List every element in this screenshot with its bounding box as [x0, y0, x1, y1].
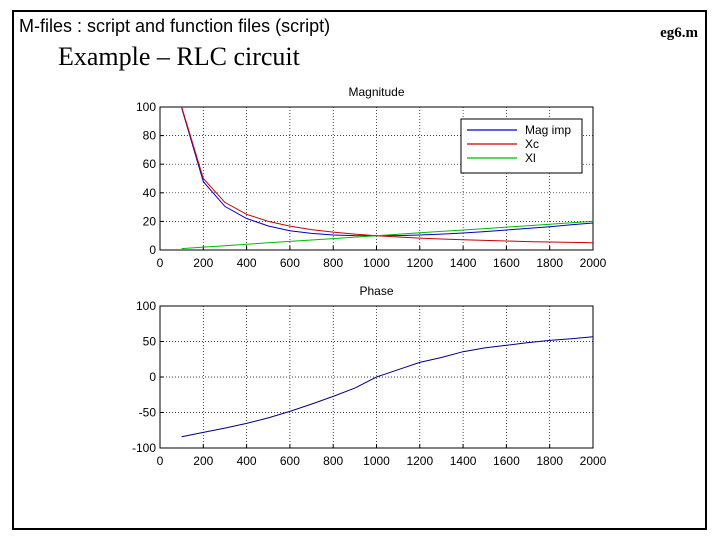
series-line-phase — [181, 336, 594, 438]
chart-title: Magnitude — [348, 85, 404, 99]
series-line-xc — [181, 106, 594, 244]
slide-title: Example – RLC circuit — [58, 42, 300, 71]
x-tick-label: 600 — [280, 256, 300, 270]
x-tick-label: 400 — [237, 454, 257, 468]
legend-label: Xc — [525, 137, 539, 151]
y-tick-label: -100 — [132, 441, 156, 455]
y-tick-label: 20 — [143, 214, 157, 228]
x-tick-label: 800 — [323, 256, 343, 270]
x-tick-label: 1800 — [536, 256, 563, 270]
y-tick-label: 0 — [149, 243, 156, 257]
slide-frame — [12, 10, 707, 530]
legend — [460, 118, 583, 174]
x-tick-label: 2000 — [580, 454, 607, 468]
y-tick-label: 40 — [143, 186, 157, 200]
x-tick-label: 0 — [157, 454, 164, 468]
legend-label: Xl — [525, 151, 536, 165]
chart-1: 0 200 400 600 800 1000 1200 1400 1600 1800 2000 0 20… — [136, 85, 607, 270]
x-tick-label: 2000 — [580, 256, 607, 270]
y-tick-label: 0 — [149, 370, 156, 384]
x-tick-label: 1800 — [536, 454, 563, 468]
x-tick-label: 1200 — [406, 256, 433, 270]
chart-title: Phase — [359, 284, 393, 298]
x-tick-label: 400 — [237, 256, 257, 270]
series-line-mag-imp — [181, 107, 594, 237]
legend-label: Mag imp — [525, 123, 571, 137]
y-tick-label: 50 — [143, 335, 157, 349]
y-tick-label: 100 — [136, 100, 156, 114]
x-tick-label: 0 — [157, 256, 164, 270]
x-tick-label: 1000 — [363, 454, 390, 468]
x-tick-label: 1000 — [363, 256, 390, 270]
y-tick-label: 80 — [143, 129, 157, 143]
x-tick-label: 800 — [323, 454, 343, 468]
x-tick-label: 200 — [193, 256, 213, 270]
x-tick-label: 600 — [280, 454, 300, 468]
x-tick-label: 1200 — [406, 454, 433, 468]
x-tick-label: 1400 — [450, 454, 477, 468]
series-line-xl — [181, 220, 594, 250]
x-tick-label: 1400 — [450, 256, 477, 270]
file-label: eg6.m — [660, 25, 698, 41]
header-title: M-files : script and function files (scr… — [19, 16, 331, 36]
y-tick-label: 60 — [143, 157, 157, 171]
y-tick-label: 100 — [136, 299, 156, 313]
x-tick-label: 1600 — [493, 454, 520, 468]
x-tick-label: 1600 — [493, 256, 520, 270]
chart-2: 0 200 400 600 800 1000 1200 1400 1600 1800 2000-10… — [132, 284, 607, 468]
x-tick-label: 200 — [193, 454, 213, 468]
y-tick-label: -50 — [139, 406, 157, 420]
